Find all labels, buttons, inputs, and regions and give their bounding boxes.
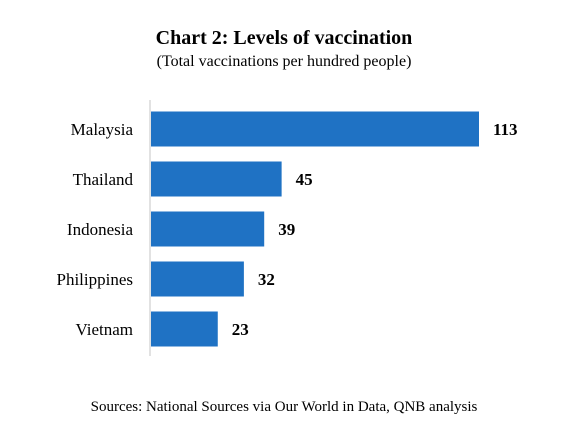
- bar-philippines: [151, 261, 244, 297]
- bars-group: Malaysia 113 Thailand 45 Indonesia 39 Philippi…: [56, 111, 518, 347]
- chart-title: Chart 2: Levels of vaccination: [155, 27, 413, 49]
- data-label: 45: [296, 170, 313, 189]
- chart-subtitle: (Total vaccinations per hundred people): [156, 53, 412, 70]
- category-label: Thailand: [73, 170, 134, 189]
- category-label: Malaysia: [71, 120, 134, 139]
- data-label: 113: [493, 120, 518, 139]
- bar-malaysia: [151, 111, 479, 147]
- chart-source: Sources: National Sources via Our World …: [90, 399, 478, 415]
- data-label: 23: [232, 320, 249, 339]
- category-label: Philippines: [56, 270, 133, 289]
- data-label: 39: [278, 220, 295, 239]
- category-label: Indonesia: [67, 220, 134, 239]
- bar-vietnam: [151, 311, 218, 347]
- data-label: 32: [258, 270, 275, 289]
- bar-thailand: [151, 161, 282, 197]
- category-label: Vietnam: [75, 320, 133, 339]
- bar-indonesia: [151, 211, 265, 247]
